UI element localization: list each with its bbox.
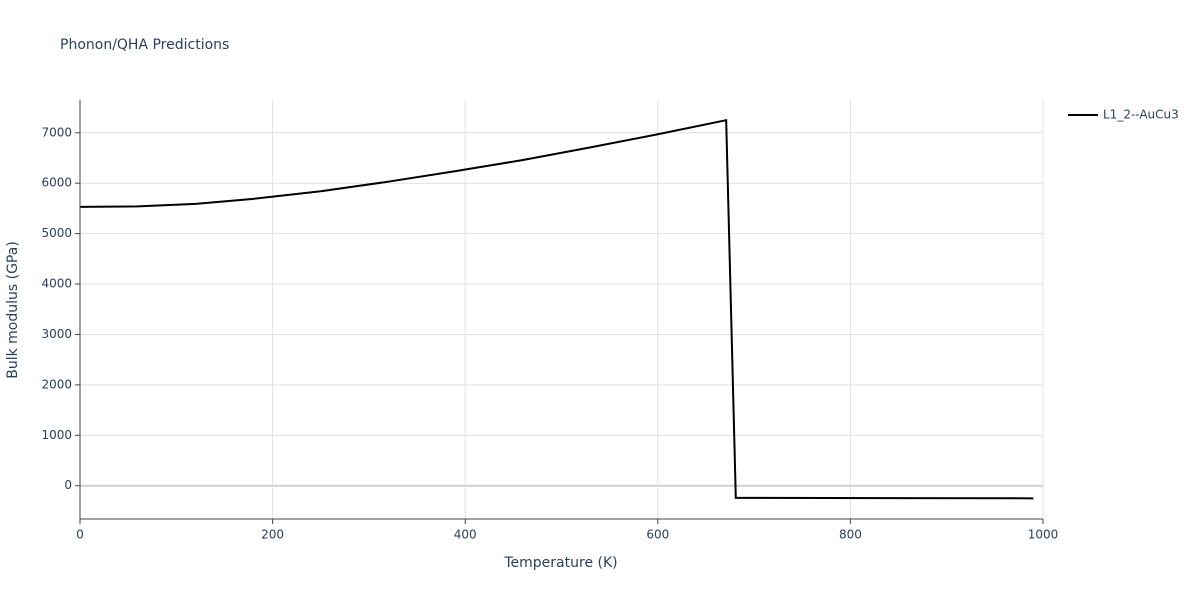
series-line	[79, 118, 1034, 500]
x-tick-label: 800	[839, 528, 862, 542]
legend-label: L1_2--AuCu3	[1103, 108, 1179, 122]
chart-title: Phonon/QHA Predictions	[60, 37, 229, 53]
x-tick-label: 0	[76, 528, 84, 542]
plot-area	[79, 118, 1034, 500]
y-tick-label: 6000	[41, 176, 72, 190]
grid	[79, 100, 1044, 519]
y-tick-label: 4000	[41, 277, 72, 291]
y-tick-label: 5000	[41, 226, 72, 240]
y-tick-label: 2000	[41, 377, 72, 391]
x-tick-label: 1000	[1028, 528, 1059, 542]
x-axis-label: Temperature (K)	[503, 555, 617, 571]
y-tick-label: 7000	[41, 125, 72, 139]
x-tick-label: 600	[646, 528, 669, 542]
y-tick-label: 0	[64, 478, 72, 492]
y-tick-label: 3000	[41, 327, 72, 341]
y-tick-label: 1000	[41, 428, 72, 442]
y-axis-label: Bulk modulus (GPa)	[5, 241, 21, 379]
x-tick-label: 200	[261, 528, 284, 542]
x-tick-label: 400	[454, 528, 477, 542]
